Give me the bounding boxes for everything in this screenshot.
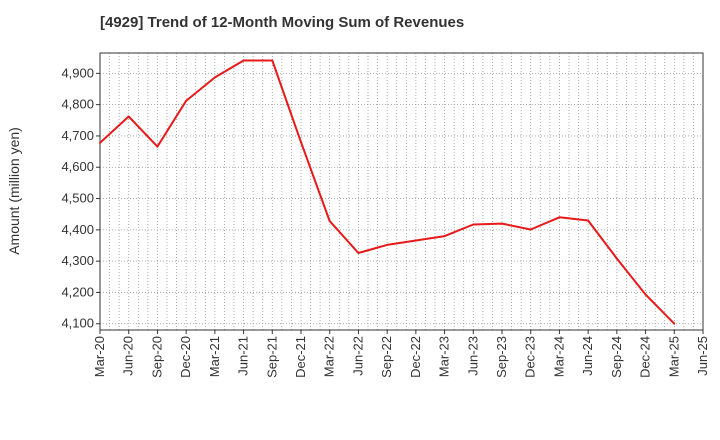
x-tick-label: Sep-21 <box>264 336 279 378</box>
x-tick-label: Jun-23 <box>465 336 480 376</box>
x-tick-label: Jun-24 <box>580 336 595 376</box>
x-tick-label: Jun-25 <box>695 336 710 376</box>
x-tick-label: Sep-22 <box>379 336 394 378</box>
y-tick-label: 4,700 <box>61 128 94 143</box>
x-tick-label: Jun-20 <box>121 336 136 376</box>
x-tick-label: Mar-24 <box>551 336 566 377</box>
x-tick-label: Sep-20 <box>149 336 164 378</box>
x-tick-label: Jun-21 <box>236 336 251 376</box>
x-tick-label: Mar-25 <box>666 336 681 377</box>
data-point <box>127 115 130 118</box>
x-tick-label: Mar-23 <box>437 336 452 377</box>
data-point <box>185 99 188 102</box>
x-tick-label: Mar-20 <box>92 336 107 377</box>
data-point <box>644 293 647 296</box>
data-point <box>587 219 590 222</box>
data-point <box>328 220 331 223</box>
data-point <box>529 228 532 231</box>
x-tick-label: Dec-22 <box>408 336 423 378</box>
series-layer <box>99 59 676 325</box>
data-point <box>213 76 216 79</box>
x-tick-label: Dec-23 <box>523 336 538 378</box>
x-tick-label: Mar-22 <box>322 336 337 377</box>
y-tick-label: 4,200 <box>61 284 94 299</box>
data-point <box>443 235 446 238</box>
y-tick-label: 4,300 <box>61 253 94 268</box>
y-tick-label: 4,500 <box>61 191 94 206</box>
data-point <box>386 243 389 246</box>
plot-frame <box>99 52 704 331</box>
x-tick-label: Dec-21 <box>293 336 308 378</box>
data-point <box>99 141 101 144</box>
data-point <box>271 59 274 62</box>
data-point <box>357 252 360 255</box>
data-point <box>300 141 302 144</box>
y-axis-label: Amount (million yen) <box>6 127 22 255</box>
data-point <box>414 239 417 242</box>
y-tick-label: 4,100 <box>61 316 94 331</box>
data-point <box>242 59 245 62</box>
axis-layer: 4,100 4,200 4,300 4,400 4,500 4,600 4,700 4,800… <box>61 52 710 378</box>
data-point <box>673 322 676 325</box>
x-tick-label: Sep-23 <box>494 336 509 378</box>
data-point <box>472 223 475 226</box>
x-tick-label: Mar-21 <box>207 336 222 377</box>
x-tick-label: Dec-24 <box>638 336 653 378</box>
y-tick-label: 4,900 <box>61 65 94 80</box>
data-point <box>501 222 503 225</box>
y-tick-label: 4,800 <box>61 97 94 112</box>
data-point <box>156 145 159 148</box>
grid-layer <box>100 53 703 330</box>
x-tick-label: Jun-22 <box>350 336 365 376</box>
y-tick-label: 4,600 <box>61 159 94 174</box>
data-point <box>615 257 618 260</box>
x-tick-label: Dec-20 <box>178 336 193 378</box>
x-tick-label: Sep-24 <box>609 336 624 378</box>
data-point <box>558 216 561 219</box>
chart-title: [4929] Trend of 12-Month Moving Sum of R… <box>100 14 465 31</box>
y-tick-label: 4,400 <box>61 222 94 237</box>
